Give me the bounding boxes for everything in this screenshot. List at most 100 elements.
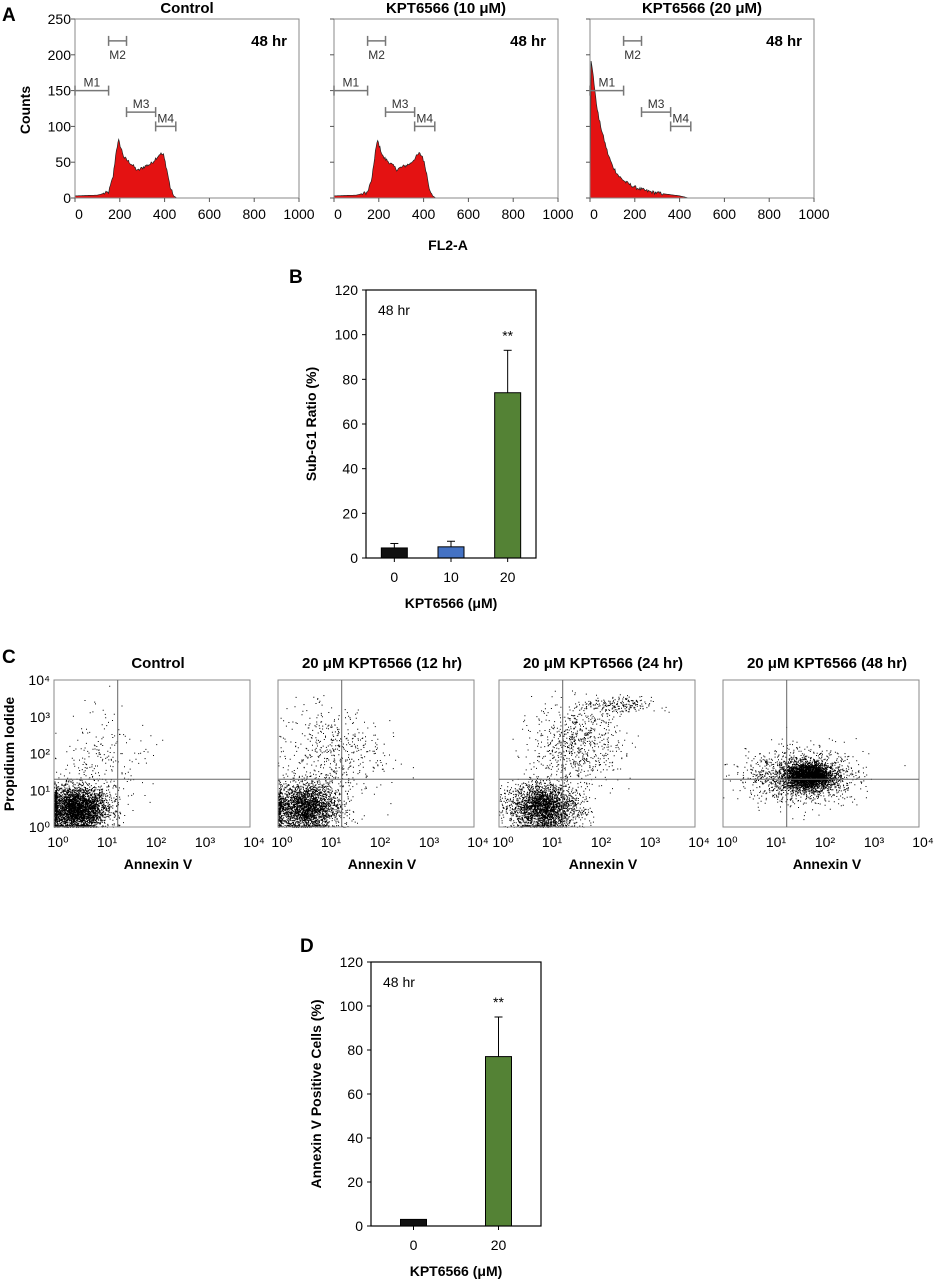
bar — [494, 392, 522, 559]
marker-label: M3 — [392, 97, 409, 111]
y-tick-label: 10¹ — [30, 782, 51, 798]
x-tick-label: 1000 — [798, 206, 829, 222]
y-tick-label: 200 — [48, 47, 72, 63]
x-tick-label: 0 — [590, 206, 598, 222]
event-dots — [278, 695, 414, 828]
x-tick-label: 10⁴ — [467, 834, 489, 850]
x-tick-label: 10¹ — [766, 834, 787, 850]
x-tick-label: 800 — [502, 206, 526, 222]
x-tick-label: 10¹ — [321, 834, 342, 850]
marker-label: M2 — [368, 48, 385, 62]
y-tick-label: 40 — [342, 461, 358, 477]
marker-label: M3 — [133, 97, 150, 111]
x-tick-label: 10² — [370, 834, 391, 850]
y-tick-label: 0 — [355, 1218, 363, 1234]
y-tick-label: 100 — [340, 998, 364, 1014]
x-axis-label: KPT6566 (μM) — [405, 595, 498, 611]
y-axis-label: Sub-G1 Ratio (%) — [303, 367, 319, 481]
histogram-subplot: 0 200 400 600 800 1000 0 50 100 150 200 250 Control 4… — [48, 0, 315, 222]
subplot-title: KPT6566 (20 μM) — [642, 0, 762, 17]
x-tick-label: 10⁰ — [492, 834, 514, 850]
x-tick-label: 400 — [412, 206, 436, 222]
y-tick-label: 100 — [48, 118, 72, 134]
x-tick-label: 600 — [713, 206, 737, 222]
y-tick-label: 60 — [347, 1086, 363, 1102]
scatter-subplot: 10⁰ 10¹ 10² 10³ 10⁴ 20 μM KPT6566 (12 hr) Anne… — [271, 655, 488, 872]
x-tick-label: 400 — [153, 206, 177, 222]
subplot-title: 20 μM KPT6566 (24 hr) — [523, 655, 683, 672]
time-annotation: 48 hr — [510, 33, 546, 50]
panel-letter-d: D — [300, 936, 314, 957]
x-tick-label: 10⁰ — [716, 834, 738, 850]
y-tick-label: 100 — [335, 327, 359, 343]
x-tick-label: 10² — [591, 834, 612, 850]
x-tick-label: 1000 — [542, 206, 573, 222]
subplot-title: Control — [160, 0, 213, 17]
marker-label: M3 — [648, 97, 665, 111]
x-axis-label: KPT6566 (μM) — [410, 1263, 503, 1279]
x-tick-label: 10² — [815, 834, 836, 850]
gate-marker: M1 — [74, 76, 110, 96]
gate-marker: M1 — [333, 76, 369, 96]
x-tick-label: 200 — [367, 206, 391, 222]
histogram-area — [74, 138, 178, 199]
y-tick-label: 50 — [55, 154, 71, 170]
x-tick-label: 10 — [443, 569, 459, 585]
x-tick-label: 10⁴ — [243, 834, 265, 850]
y-tick-label: 80 — [347, 1042, 363, 1058]
marker-label: M1 — [342, 76, 359, 90]
sub-g1-bar-chart: 0 20 40 60 80 100 120 0 10 ** 20 48 hr KPT6566 (μM) S… — [303, 282, 537, 611]
gate-marker: M2 — [107, 35, 128, 62]
plot-frame — [365, 289, 537, 559]
subplot-title: 20 μM KPT6566 (48 hr) — [747, 655, 907, 672]
x-tick-label: 10³ — [864, 834, 885, 850]
y-tick-label: 150 — [48, 83, 72, 99]
subplot-title: KPT6566 (10 μM) — [386, 0, 506, 17]
time-annotation: 48 hr — [378, 302, 410, 318]
x-tick-label: 200 — [108, 206, 132, 222]
bar — [437, 546, 465, 559]
x-tick-label: 800 — [758, 206, 782, 222]
annexin-positive-bar-chart: 0 20 40 60 80 100 120 0 ** 20 48 hr KPT6566 (μM) Ann… — [308, 954, 542, 1279]
significance-label: ** — [493, 994, 504, 1010]
histogram-panel: 0 200 400 600 800 1000 0 50 100 150 200 250 Control 4… — [17, 0, 830, 253]
subplot-title: 20 μM KPT6566 (12 hr) — [302, 655, 462, 672]
x-tick-label: 10⁰ — [47, 834, 69, 850]
panel-letter-c: C — [2, 647, 16, 668]
x-axis-label: Annexin V — [124, 856, 193, 872]
panel-letter-b: B — [289, 267, 303, 288]
time-annotation: 48 hr — [251, 33, 287, 50]
time-annotation: 48 hr — [383, 974, 415, 990]
plot-frame — [589, 18, 815, 199]
y-axis-label: Propidium Iodide — [1, 697, 17, 812]
x-tick-label: 10² — [146, 834, 167, 850]
scatter-subplot: 10⁰ 10¹ 10² 10³ 10⁴ 20 μM KPT6566 (24 hr) Anne… — [492, 655, 709, 872]
y-tick-label: 10⁴ — [28, 672, 50, 688]
annexin-scatter-panel: 10⁰ 10¹ 10² 10³ 10⁴10⁰10¹10²10³10⁴ControlAnn… — [1, 655, 934, 872]
x-tick-label: 0 — [75, 206, 83, 222]
x-tick-label: 10³ — [419, 834, 440, 850]
y-tick-label: 10³ — [30, 709, 51, 725]
x-axis-label: Annexin V — [793, 856, 862, 872]
histogram-area — [333, 139, 437, 199]
y-axis-label: Annexin V Positive Cells (%) — [308, 999, 324, 1188]
y-tick-label: 80 — [342, 371, 358, 387]
y-tick-label: 250 — [48, 11, 72, 27]
y-tick-label: 20 — [342, 505, 358, 521]
scatter-subplot: 10⁰ 10¹ 10² 10³ 10⁴ 10⁰ 10¹ 10² 10³ 10⁴ Control Ann… — [28, 655, 264, 872]
x-tick-label: 10⁴ — [688, 834, 710, 850]
y-tick-label: 0 — [63, 190, 71, 206]
y-tick-label: 20 — [347, 1174, 363, 1190]
gate-marker: M4 — [413, 111, 436, 132]
x-axis-label: FL2-A — [428, 237, 468, 253]
gate-marker: M1 — [589, 76, 625, 96]
x-tick-label: 800 — [243, 206, 267, 222]
plot-frame — [333, 18, 559, 199]
panel-letter-a: A — [2, 5, 16, 26]
histogram-subplot: 0 200 400 600 800 1000 KPT6566 (20 μM)48 hr M1 M… — [586, 0, 830, 222]
x-tick-label: 0 — [410, 1237, 418, 1253]
x-tick-label: 10⁴ — [912, 834, 934, 850]
event-dots — [723, 726, 906, 821]
plot-frame — [370, 961, 542, 1227]
